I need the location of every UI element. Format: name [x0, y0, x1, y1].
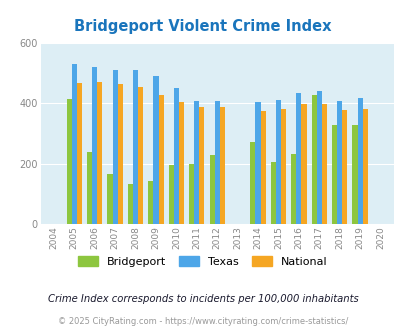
- Legend: Bridgeport, Texas, National: Bridgeport, Texas, National: [78, 256, 327, 267]
- Bar: [316, 91, 321, 224]
- Bar: [352, 125, 357, 224]
- Bar: [133, 70, 138, 224]
- Bar: [77, 83, 82, 224]
- Bar: [92, 67, 97, 224]
- Bar: [189, 164, 194, 224]
- Bar: [357, 98, 362, 224]
- Bar: [341, 110, 347, 224]
- Bar: [290, 154, 296, 224]
- Bar: [209, 155, 214, 224]
- Bar: [260, 111, 265, 224]
- Bar: [250, 142, 255, 224]
- Bar: [280, 109, 286, 224]
- Text: Crime Index corresponds to incidents per 100,000 inhabitants: Crime Index corresponds to incidents per…: [47, 294, 358, 304]
- Bar: [148, 181, 153, 224]
- Bar: [194, 101, 199, 224]
- Text: Bridgeport Violent Crime Index: Bridgeport Violent Crime Index: [74, 19, 331, 34]
- Bar: [72, 64, 77, 224]
- Bar: [275, 100, 280, 224]
- Bar: [112, 70, 117, 224]
- Bar: [301, 104, 306, 224]
- Bar: [321, 104, 326, 224]
- Bar: [331, 125, 336, 224]
- Bar: [66, 99, 72, 224]
- Bar: [199, 107, 204, 224]
- Bar: [311, 95, 316, 224]
- Bar: [87, 152, 92, 224]
- Bar: [158, 95, 163, 224]
- Text: © 2025 CityRating.com - https://www.cityrating.com/crime-statistics/: © 2025 CityRating.com - https://www.city…: [58, 317, 347, 326]
- Bar: [173, 88, 179, 224]
- Bar: [336, 101, 341, 224]
- Bar: [255, 103, 260, 224]
- Bar: [117, 84, 122, 224]
- Bar: [179, 103, 183, 224]
- Bar: [107, 174, 112, 224]
- Bar: [362, 110, 367, 224]
- Bar: [214, 101, 219, 224]
- Bar: [270, 162, 275, 224]
- Bar: [138, 87, 143, 224]
- Bar: [219, 107, 224, 224]
- Bar: [153, 76, 158, 224]
- Bar: [128, 184, 133, 224]
- Bar: [296, 92, 301, 224]
- Bar: [168, 164, 173, 224]
- Bar: [97, 82, 102, 224]
